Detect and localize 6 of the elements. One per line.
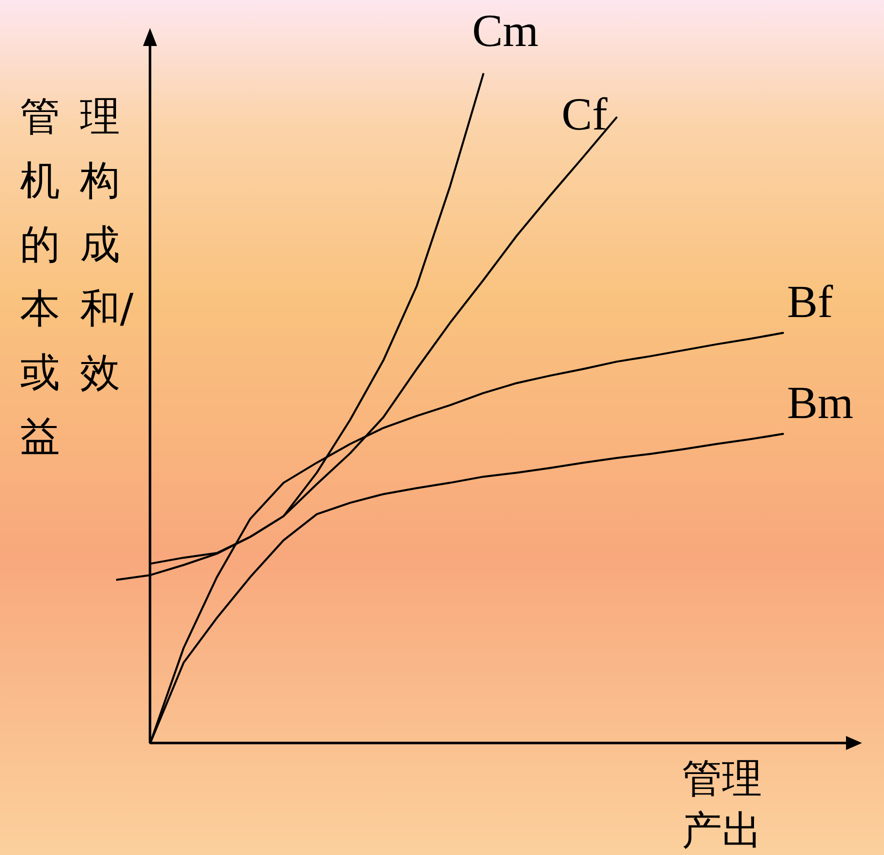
series-label: Bf xyxy=(787,276,834,327)
series-label: Cf xyxy=(562,88,608,140)
y-axis-title: 管 理机 构的 成本 和/或 效益 xyxy=(20,94,134,460)
x-axis-title: 管理产出 xyxy=(682,756,762,854)
series-label: Bm xyxy=(787,376,854,428)
series-label: Cm xyxy=(472,5,539,56)
